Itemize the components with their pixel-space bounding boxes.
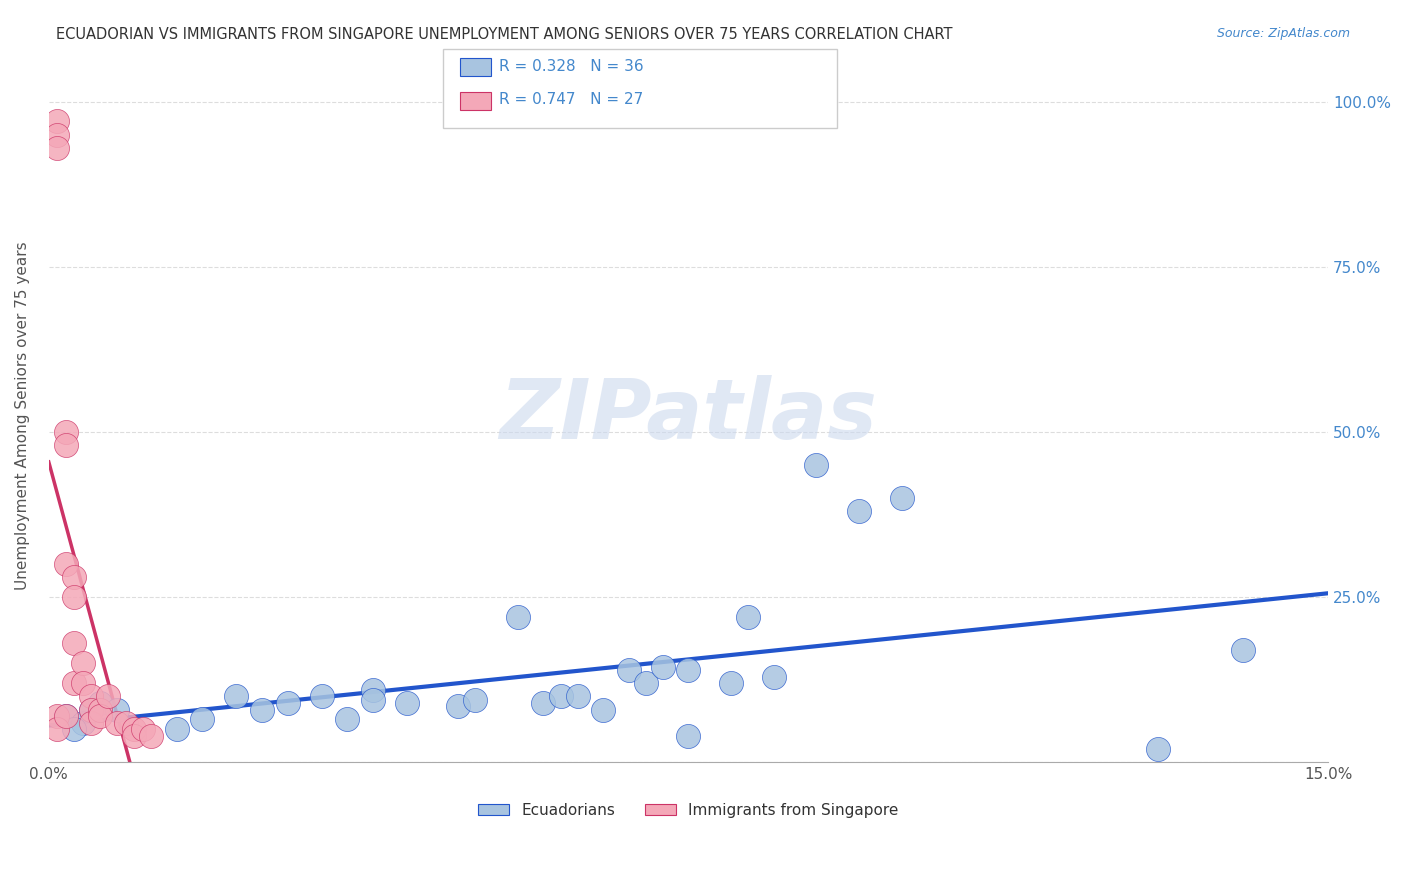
Point — [63, 723, 86, 737]
Point — [250, 702, 273, 716]
Point — [464, 692, 486, 706]
Point — [311, 690, 333, 704]
Point — [848, 504, 870, 518]
Point — [63, 591, 86, 605]
Point — [720, 676, 742, 690]
Point — [46, 709, 69, 723]
Point — [567, 690, 589, 704]
Point — [89, 709, 111, 723]
Point — [122, 723, 145, 737]
Point — [105, 715, 128, 730]
Point — [1232, 643, 1254, 657]
Point — [592, 702, 614, 716]
Point — [97, 690, 120, 704]
Point — [506, 610, 529, 624]
Point — [166, 723, 188, 737]
Point — [139, 729, 162, 743]
Point — [55, 709, 77, 723]
Point — [72, 657, 94, 671]
Point — [361, 682, 384, 697]
Point — [89, 702, 111, 716]
Point — [55, 709, 77, 723]
Point — [72, 715, 94, 730]
Point — [651, 659, 673, 673]
Point — [72, 676, 94, 690]
Text: R = 0.747   N = 27: R = 0.747 N = 27 — [499, 93, 644, 107]
Point — [533, 696, 555, 710]
Point — [63, 676, 86, 690]
Point — [80, 702, 103, 716]
Text: ZIPatlas: ZIPatlas — [499, 375, 877, 456]
Point — [678, 729, 700, 743]
Point — [361, 692, 384, 706]
Point — [63, 636, 86, 650]
Point — [80, 715, 103, 730]
Point — [737, 610, 759, 624]
Point — [46, 723, 69, 737]
Point — [395, 696, 418, 710]
Y-axis label: Unemployment Among Seniors over 75 years: Unemployment Among Seniors over 75 years — [15, 241, 30, 590]
Point — [114, 715, 136, 730]
Text: Source: ZipAtlas.com: Source: ZipAtlas.com — [1216, 27, 1350, 40]
Point — [336, 713, 359, 727]
Point — [80, 702, 103, 716]
Point — [678, 663, 700, 677]
Text: R = 0.328   N = 36: R = 0.328 N = 36 — [499, 59, 644, 73]
Point — [46, 114, 69, 128]
Point — [55, 557, 77, 571]
Point — [225, 690, 247, 704]
Point — [55, 425, 77, 439]
Point — [806, 458, 828, 472]
Text: ECUADORIAN VS IMMIGRANTS FROM SINGAPORE UNEMPLOYMENT AMONG SENIORS OVER 75 YEARS: ECUADORIAN VS IMMIGRANTS FROM SINGAPORE … — [56, 27, 953, 42]
Point — [617, 663, 640, 677]
Point — [191, 713, 214, 727]
Point — [447, 699, 470, 714]
Point — [46, 141, 69, 155]
Point — [890, 491, 912, 505]
Point — [105, 702, 128, 716]
Point — [634, 676, 657, 690]
Point — [277, 696, 299, 710]
Point — [131, 723, 153, 737]
Point — [46, 128, 69, 142]
Point — [1146, 742, 1168, 756]
Point — [80, 690, 103, 704]
Point — [122, 729, 145, 743]
Point — [550, 690, 572, 704]
Point — [89, 696, 111, 710]
Point — [55, 438, 77, 452]
Point — [762, 669, 785, 683]
Legend: Ecuadorians, Immigrants from Singapore: Ecuadorians, Immigrants from Singapore — [472, 797, 904, 824]
Point — [63, 570, 86, 584]
